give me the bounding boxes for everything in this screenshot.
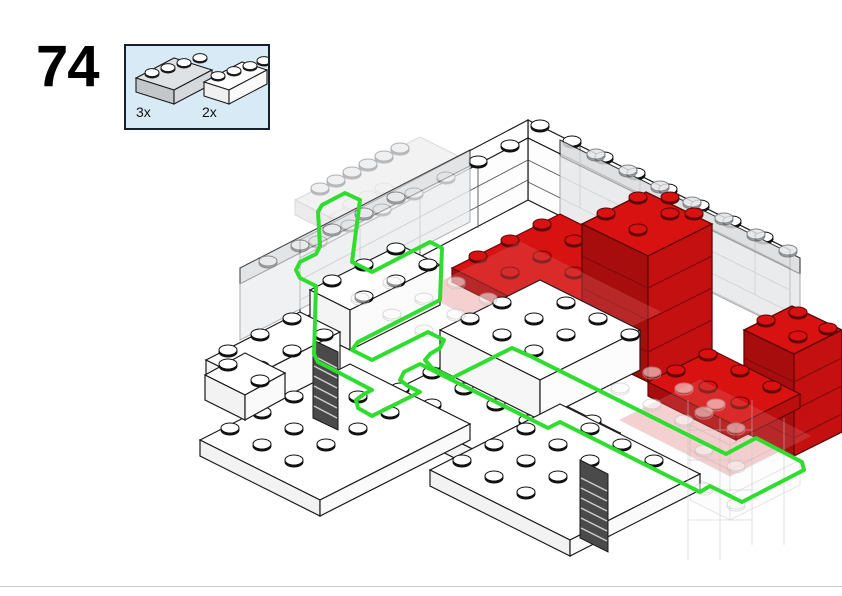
- footer-rule: [0, 586, 842, 587]
- door-opening-right: [579, 459, 609, 553]
- brick-far-left: [203, 352, 287, 422]
- parts-callout-box: 3x 2x: [124, 44, 270, 130]
- parts-callout-illustration: [134, 53, 268, 105]
- part-quantity-label-1: 3x: [136, 104, 151, 120]
- build-illustration-svg: [198, 119, 842, 560]
- step-number: 74: [36, 34, 100, 99]
- part-brick-1x4-light-gray: [134, 53, 214, 105]
- build-illustration: [198, 119, 842, 560]
- door-opening-left: [312, 339, 339, 431]
- part-brick-1x4-white: [202, 56, 268, 105]
- base-floor-left: [198, 363, 472, 517]
- part-quantity-label-2: 2x: [202, 104, 217, 120]
- new-parts-highlight: [294, 191, 806, 504]
